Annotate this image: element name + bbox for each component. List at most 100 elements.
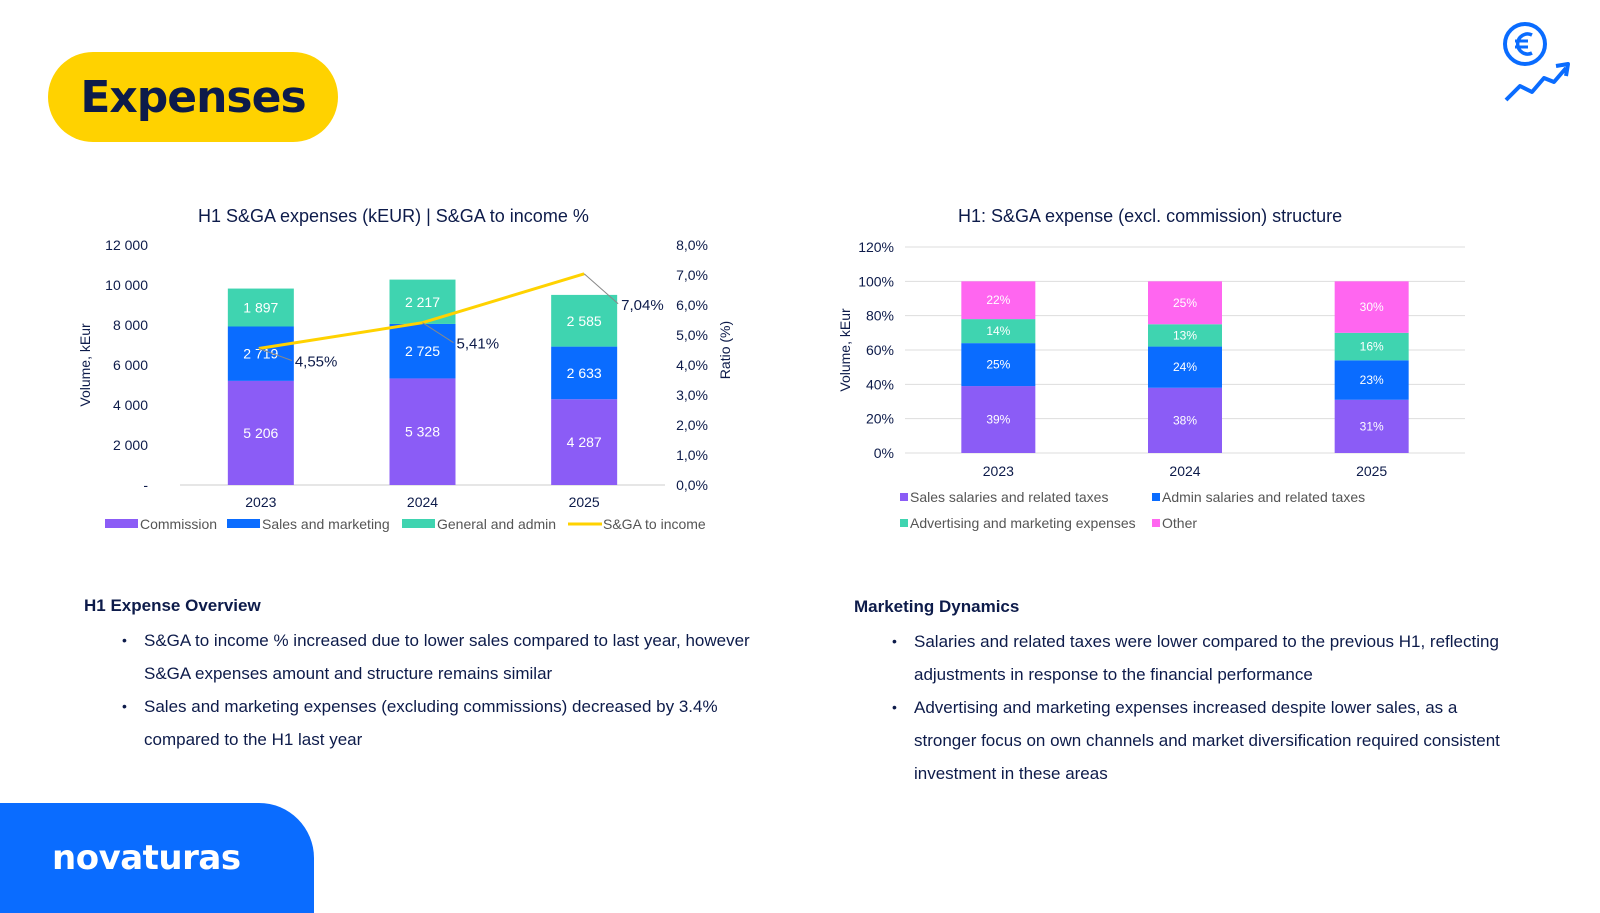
page-title-pill: Expenses: [48, 52, 338, 142]
euro-growth-icon: [1503, 22, 1570, 102]
right-bullet-2: Advertising and marketing expenses incre…: [892, 691, 1514, 790]
y-tick-label: 120%: [858, 239, 894, 255]
bar-data-label: 2 217: [405, 294, 440, 310]
legend-swatch: [105, 519, 138, 528]
y2-tick-label: 4,0%: [676, 357, 708, 373]
bar-data-label: 5 206: [243, 425, 278, 441]
y-tick-label: -: [143, 477, 148, 493]
legend-label: Sales and marketing: [262, 516, 390, 532]
left-section: H1 Expense Overview S&GA to income % inc…: [84, 596, 774, 756]
legend-swatch: [1152, 493, 1160, 501]
y2-tick-label: 7,0%: [676, 267, 708, 283]
chart2-title: H1: S&GA expense (excl. commission) stru…: [958, 206, 1343, 226]
bar-data-label: 16%: [1360, 340, 1384, 354]
y-tick-label: 40%: [866, 376, 894, 392]
bar-data-label: 5 328: [405, 424, 440, 440]
y-tick-label: 20%: [866, 411, 894, 427]
legend-label: Other: [1162, 515, 1197, 531]
y-tick-label: 100%: [858, 273, 894, 289]
right-section-heading: Marketing Dynamics: [854, 597, 1020, 616]
ratio-leader-line: [258, 348, 293, 361]
y-tick-label: 4 000: [113, 397, 148, 413]
x-tick-label: 2023: [245, 494, 276, 510]
chart1-title: H1 S&GA expenses (kEUR) | S&GA to income…: [198, 206, 589, 226]
y2-axis-title: Ratio (%): [717, 321, 733, 379]
y-tick-label: 80%: [866, 308, 894, 324]
bar-data-label: 14%: [986, 324, 1010, 338]
expense-structure-chart: H1: S&GA expense (excl. commission) stru…: [830, 200, 1510, 550]
bar-segment: [1334, 399, 1409, 453]
bar-segment: [1334, 332, 1409, 361]
bar-segment: [1334, 281, 1409, 333]
x-tick-label: 2025: [569, 494, 600, 510]
bar-segment: [961, 386, 1036, 453]
y-tick-label: 0%: [874, 445, 894, 461]
legend-swatch: [227, 519, 260, 528]
x-tick-label: 2023: [983, 463, 1014, 479]
y-tick-label: 10 000: [105, 277, 148, 293]
sga-expenses-chart: H1 S&GA expenses (kEUR) | S&GA to income…: [70, 200, 750, 550]
y2-tick-label: 3,0%: [676, 387, 708, 403]
bar-segment: [1334, 360, 1409, 400]
x-tick-label: 2025: [1356, 463, 1387, 479]
bar-data-label: 38%: [1173, 413, 1197, 427]
legend-label: General and admin: [437, 516, 556, 532]
bar-data-label: 2 633: [567, 365, 602, 381]
y2-tick-label: 5,0%: [676, 327, 708, 343]
legend-swatch: [900, 493, 908, 501]
ratio-leader-line: [583, 273, 619, 305]
page-title: Expenses: [80, 71, 306, 123]
bar-segment: [227, 326, 294, 381]
left-section-heading: H1 Expense Overview: [84, 596, 261, 615]
bar-data-label: 13%: [1173, 328, 1197, 342]
bar-data-label: 4 287: [567, 434, 602, 450]
bar-segment: [961, 319, 1036, 344]
ratio-leader-line: [422, 322, 454, 344]
legend-swatch: [402, 519, 435, 528]
bar-segment: [961, 281, 1036, 320]
bar-segment: [551, 346, 618, 400]
bar-segment: [1148, 324, 1222, 347]
bar-data-label: 2 719: [243, 346, 278, 362]
legend-label: Sales salaries and related taxes: [910, 489, 1108, 505]
bar-segment: [1148, 346, 1222, 388]
right-section: Marketing Dynamics Salaries and related …: [854, 597, 1514, 790]
bar-data-label: 2 725: [405, 343, 440, 359]
legend-swatch: [900, 519, 908, 527]
bar-data-label: 39%: [986, 413, 1010, 427]
ratio-data-label: 7,04%: [621, 297, 664, 314]
x-tick-label: 2024: [407, 494, 438, 510]
bar-segment: [551, 294, 618, 347]
ratio-data-label: 5,41%: [457, 336, 500, 353]
chart1-svg: - 2 000 4 000 6 000 8 000 10 000 12 000 0,0% 1,0…: [77, 237, 733, 532]
ratio-data-label: 4,55%: [295, 354, 338, 371]
y-axis-title: Volume, kEur: [837, 308, 853, 392]
legend-label: Admin salaries and related taxes: [1162, 489, 1365, 505]
left-bullet-2: Sales and marketing expenses (excluding …: [122, 690, 774, 756]
chart2-svg: 0% 20% 40% 60% 80% 100% 120% Volume, kEur 39% 25%…: [837, 239, 1465, 531]
bar-data-label: 24%: [1173, 360, 1197, 374]
bar-segment: [227, 380, 294, 485]
y2-tick-label: 2,0%: [676, 417, 708, 433]
bar-segment: [389, 378, 456, 485]
y2-tick-label: 6,0%: [676, 297, 708, 313]
bar-data-label: 23%: [1360, 373, 1384, 387]
left-bullet-1: S&GA to income % increased due to lower …: [122, 624, 774, 690]
y2-tick-label: 8,0%: [676, 237, 708, 253]
brand-logo: novaturas: [52, 838, 241, 878]
bar-data-label: 31%: [1360, 419, 1384, 433]
bar-segment: [1148, 387, 1222, 453]
y2-tick-label: 0,0%: [676, 477, 708, 493]
y-tick-label: 6 000: [113, 357, 148, 373]
right-bullet-1: Salaries and related taxes were lower co…: [892, 625, 1514, 691]
bar-data-label: 25%: [1173, 296, 1197, 310]
bar-data-label: 30%: [1360, 300, 1384, 314]
bar-segment: [551, 399, 618, 485]
bar-data-label: 2 585: [567, 313, 602, 329]
legend-label: Advertising and marketing expenses: [910, 515, 1136, 531]
y-tick-label: 8 000: [113, 317, 148, 333]
legend-swatch: [1152, 519, 1160, 527]
x-tick-label: 2024: [1169, 463, 1200, 479]
legend-label: S&GA to income: [603, 516, 706, 532]
right-bullets: Salaries and related taxes were lower co…: [854, 625, 1514, 790]
